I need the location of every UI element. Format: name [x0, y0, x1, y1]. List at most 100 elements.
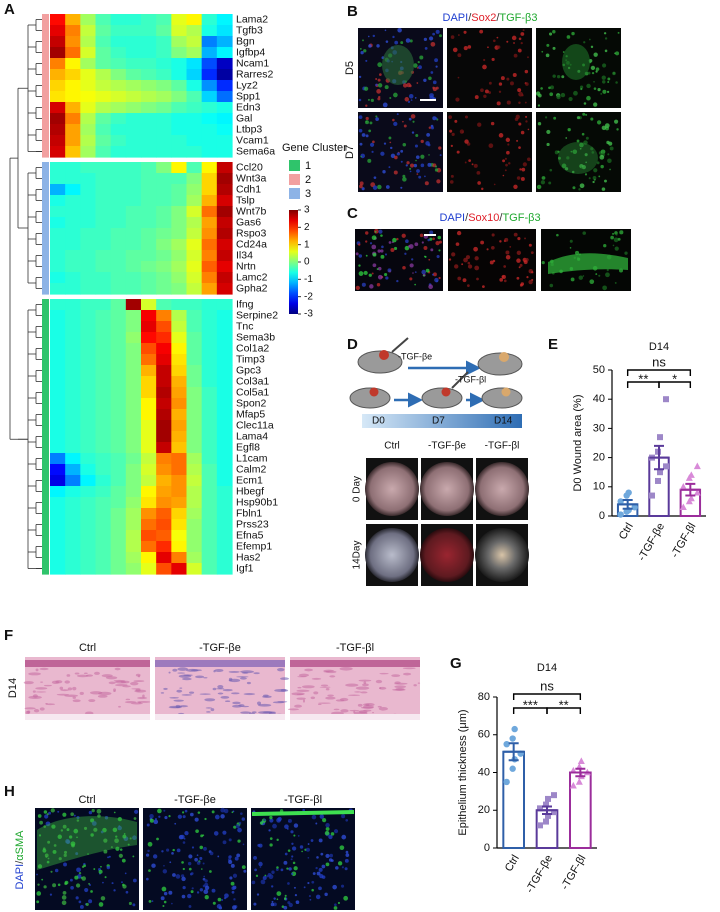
micrograph-texture: [546, 43, 550, 47]
micrograph-texture: [604, 123, 610, 128]
micrograph-texture: [283, 905, 288, 910]
heatmap-cell: [65, 354, 81, 366]
heatmap-cell: [65, 387, 81, 399]
tissue: [382, 45, 414, 85]
micrograph-texture: [199, 856, 203, 860]
cluster-bar: [42, 354, 49, 366]
data-point: [657, 434, 663, 441]
wound-photo: [475, 528, 529, 582]
micrograph-texture: [378, 95, 381, 99]
micrograph-texture: [584, 153, 588, 157]
micrograph-texture: [451, 132, 455, 137]
heatmap-cell: [110, 239, 127, 251]
he-texture: [186, 668, 199, 672]
heatmap-cell: [216, 261, 233, 273]
micrograph-texture: [385, 276, 389, 280]
micrograph-texture: [406, 161, 410, 165]
cluster-bar: [42, 184, 49, 196]
micrograph-texture: [325, 822, 330, 828]
micrograph-texture: [572, 186, 576, 190]
micrograph-texture: [500, 76, 505, 81]
heatmap-cell: [171, 162, 188, 174]
micrograph-texture: [358, 264, 361, 267]
micrograph-texture: [367, 158, 372, 163]
heatmap-cell: [50, 162, 66, 174]
panel-letter: A: [4, 1, 15, 18]
heatmap-cell: [141, 195, 157, 207]
data-point: [509, 735, 516, 742]
micrograph-texture: [161, 850, 164, 853]
he-texture: [216, 688, 225, 690]
micrograph-texture: [516, 139, 519, 142]
micrograph-texture: [402, 174, 406, 178]
micrograph-texture: [421, 241, 424, 244]
micrograph-texture: [590, 147, 594, 151]
column-label: Ctrl: [384, 441, 400, 452]
heatmap-cell: [201, 508, 218, 520]
mouse: [421, 387, 463, 409]
micrograph-texture: [345, 850, 349, 854]
micrograph-texture: [183, 837, 186, 840]
he-texture: [206, 711, 211, 713]
gene-label: Prss23: [236, 518, 269, 530]
micrograph-texture: [340, 884, 345, 888]
micrograph-texture: [375, 115, 378, 118]
micrograph-texture: [168, 815, 171, 818]
cluster-bar: [42, 453, 49, 465]
heatmap-cell: [125, 431, 142, 443]
micrograph-texture: [259, 821, 264, 825]
heatmap-cell: [216, 442, 233, 454]
heatmap-cell: [95, 80, 112, 92]
micrograph-texture: [359, 142, 363, 146]
micrograph-texture: [609, 146, 614, 151]
heatmap-cell: [80, 398, 97, 410]
micrograph-texture: [426, 133, 431, 137]
micrograph-texture: [569, 239, 573, 243]
he-texture: [392, 688, 406, 691]
micrograph-texture: [434, 117, 438, 120]
heatmap-cell: [80, 80, 97, 92]
micrograph-texture: [598, 175, 601, 178]
micrograph-texture: [540, 87, 543, 90]
micrograph-texture: [388, 136, 392, 140]
micrograph-texture: [394, 155, 398, 160]
micrograph-texture: [510, 81, 514, 86]
y-tick-label: 30: [593, 422, 605, 434]
heatmap-cell: [186, 239, 203, 251]
heatmap-cell: [201, 69, 218, 81]
micrograph-texture: [584, 173, 588, 176]
he-texture: [357, 703, 363, 707]
heatmap-cell: [216, 124, 233, 136]
micrograph-texture: [158, 815, 161, 818]
micrograph-texture: [516, 258, 521, 263]
heatmap-cell: [95, 310, 112, 322]
micrograph-texture: [429, 237, 433, 241]
heatmap-cell: [65, 25, 81, 37]
heatmap-cell: [156, 486, 172, 498]
he-texture: [134, 689, 147, 693]
heatmap-cell: [186, 420, 203, 432]
micrograph-texture: [556, 233, 559, 237]
micrograph-texture: [411, 131, 415, 134]
micrograph-texture: [276, 891, 282, 896]
heatmap-cell: [110, 250, 127, 262]
heatmap-cell: [186, 173, 203, 185]
micrograph-texture: [519, 168, 522, 171]
micrograph-texture: [456, 230, 462, 236]
cluster-bar: [42, 541, 49, 553]
micrograph-texture: [222, 840, 227, 845]
micrograph-texture: [271, 900, 274, 903]
heatmap-cell: [186, 508, 203, 520]
micrograph-texture: [293, 823, 299, 828]
significance-label: ns: [652, 354, 666, 369]
micrograph-texture: [307, 843, 310, 845]
micrograph-texture: [416, 67, 419, 69]
heatmap-cell: [125, 206, 142, 218]
heatmap-cell: [216, 283, 233, 295]
micrograph-texture: [434, 58, 439, 63]
heatmap-cell: [186, 332, 203, 344]
heatmap-cell: [171, 102, 188, 114]
heatmap-cell: [95, 47, 112, 59]
micrograph-texture: [548, 181, 552, 185]
